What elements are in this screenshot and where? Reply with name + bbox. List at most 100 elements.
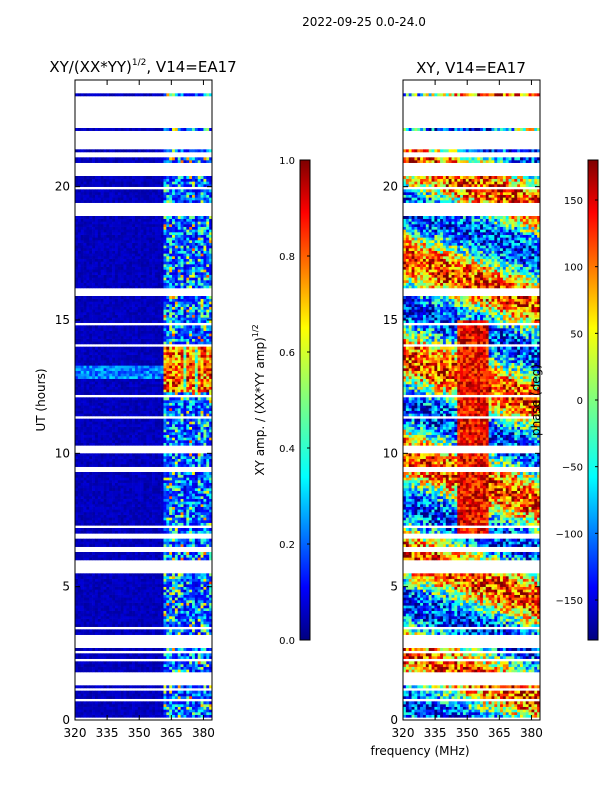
amplitude-cell (180, 709, 184, 713)
amplitude-cell (189, 410, 193, 414)
amplitude-cell (180, 413, 184, 417)
amplitude-cell (86, 701, 90, 705)
amplitude-cell (154, 514, 159, 518)
amplitude-cell (169, 541, 173, 545)
amplitude-cell (80, 610, 84, 614)
amplitude-cell (192, 613, 196, 617)
amplitude-cell (83, 624, 87, 627)
amplitude-cell (97, 632, 101, 635)
amplitude-cell (186, 410, 190, 414)
amplitude-cell (149, 418, 153, 422)
amplitude-cell (189, 493, 193, 497)
amplitude-cell (177, 461, 181, 465)
amplitude-cell (137, 669, 141, 673)
amplitude-cell (189, 373, 193, 377)
amplitude-cell (172, 530, 176, 534)
amplitude-cell (140, 512, 144, 515)
amplitude-cell (143, 485, 147, 489)
amplitude-cell (180, 378, 184, 382)
amplitude-cell (180, 600, 184, 603)
amplitude-cell (154, 354, 159, 358)
amplitude-cell (86, 360, 90, 363)
amplitude-cell (75, 552, 79, 555)
amplitude-cell (129, 424, 133, 427)
amplitude-cell (200, 685, 204, 689)
amplitude-cell (209, 514, 212, 518)
amplitude-cell (100, 405, 104, 409)
amplitude-cell (149, 581, 153, 585)
amplitude-cell (97, 354, 101, 358)
amplitude-cell (186, 501, 190, 505)
amplitude-cell (180, 504, 184, 507)
amplitude-cell (75, 373, 79, 377)
amplitude-cell (114, 709, 119, 713)
amplitude-cell (114, 480, 119, 483)
amplitude-cell (132, 434, 136, 438)
amplitude-cell (120, 573, 124, 577)
amplitude-cell (160, 605, 164, 609)
amplitude-cell (109, 421, 113, 425)
amplitude-cell (140, 424, 144, 427)
amplitude-cell (100, 426, 104, 430)
amplitude-cell (94, 413, 99, 417)
amplitude-cell (75, 592, 79, 595)
amplitude-cell (100, 648, 104, 651)
amplitude-cell (194, 413, 199, 417)
amplitude-cell (166, 506, 170, 510)
amplitude-cell (83, 472, 87, 475)
amplitude-cell (160, 632, 164, 635)
amplitude-cell (120, 704, 124, 707)
amplitude-cell (200, 506, 204, 510)
amplitude-cell (134, 520, 139, 523)
amplitude-cell (174, 528, 179, 531)
amplitude-cell (80, 509, 84, 513)
amplitude-cell (146, 541, 150, 545)
amplitude-cell (149, 458, 153, 462)
amplitude-cell (163, 474, 167, 478)
amplitude-cell (134, 408, 139, 411)
amplitude-cell (106, 704, 110, 707)
amplitude-cell (114, 664, 119, 667)
amplitude-cell (106, 512, 110, 515)
amplitude-cell (109, 704, 113, 707)
amplitude-cell (183, 653, 187, 657)
amplitude-cell (172, 709, 176, 713)
amplitude-cell (117, 709, 121, 713)
amplitude-cell (209, 421, 212, 425)
amplitude-cell (97, 664, 101, 667)
amplitude-cell (94, 600, 99, 603)
amplitude-cell (126, 381, 130, 385)
amplitude-cell (109, 378, 113, 382)
amplitude-cell (172, 381, 176, 385)
amplitude-cell (80, 405, 84, 409)
amplitude-cell (169, 522, 173, 526)
amplitude-cell (174, 685, 179, 689)
amplitude-cell (172, 360, 176, 363)
amplitude-cell (106, 354, 110, 358)
amplitude-cell (146, 381, 150, 385)
amplitude-cell (86, 597, 90, 601)
amplitude-cell (140, 693, 144, 697)
amplitude-cell (126, 597, 130, 601)
amplitude-cell (77, 616, 81, 619)
amplitude-cell (106, 432, 110, 435)
amplitude-cell (126, 504, 130, 507)
amplitude-cell (94, 709, 99, 713)
amplitude-cell (200, 584, 204, 587)
amplitude-cell (126, 648, 130, 651)
amplitude-cell (154, 474, 159, 478)
amplitude-cell (92, 664, 96, 667)
amplitude-cell (77, 456, 81, 459)
amplitude-cell (77, 485, 81, 489)
amplitude-cell (149, 456, 153, 459)
amplitude-cell (112, 354, 116, 358)
amplitude-cell (132, 714, 136, 718)
amplitude-cell (146, 386, 150, 390)
amplitude-cell (186, 656, 190, 659)
amplitude-cell (120, 541, 124, 545)
amplitude-cell (200, 402, 204, 406)
amplitude-cell (109, 589, 113, 593)
amplitude-cell (157, 461, 161, 465)
amplitude-cell (126, 506, 130, 510)
amplitude-cell (152, 485, 156, 489)
